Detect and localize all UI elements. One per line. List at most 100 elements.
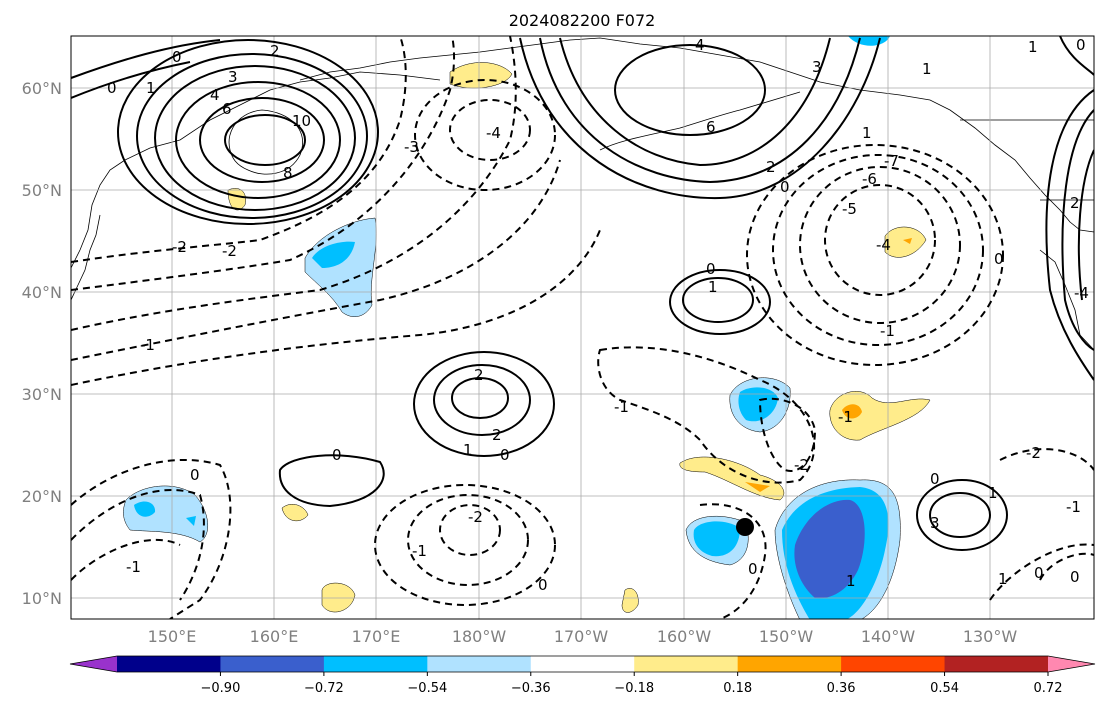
- contour-label: -7: [884, 152, 899, 170]
- contour-label: 2: [1070, 194, 1080, 212]
- contour-label: 10: [292, 112, 311, 130]
- contour-label: 1: [1028, 38, 1038, 56]
- map-frame: [70, 35, 1095, 620]
- contour-label: 0: [748, 560, 758, 578]
- contour-label: -2: [222, 242, 237, 260]
- colorbar-segment: [427, 656, 532, 672]
- negative-contours: [71, 36, 1094, 619]
- lat-label: 50°N: [22, 181, 62, 200]
- contour-label: 0: [538, 576, 548, 594]
- lon-label: 130°W: [963, 627, 1018, 646]
- latitude-labels: 60°N 50°N 40°N 30°N 20°N 10°N: [22, 79, 62, 608]
- colorbar-segment: [323, 656, 428, 672]
- lon-label: 170°W: [554, 627, 609, 646]
- contour-label: 3: [228, 68, 238, 86]
- contour-label: -4: [1074, 284, 1089, 302]
- lon-label: 150°W: [759, 627, 814, 646]
- contour-label: -4: [876, 236, 891, 254]
- contour-label: 6: [706, 118, 716, 136]
- contour-label: 0: [706, 260, 716, 278]
- lon-label: 140°W: [861, 627, 916, 646]
- shaded-anomalies: [123, 36, 931, 619]
- contour-label: 2: [492, 426, 502, 444]
- contour-label: 1: [708, 278, 718, 296]
- colorbar-tick-label: −0.36: [511, 681, 551, 696]
- contour-label: 6: [222, 100, 232, 118]
- contour-label: 0: [172, 48, 182, 66]
- colorbar-segment: [944, 656, 1049, 672]
- contour-label: -2: [794, 456, 809, 474]
- contour-label: 0: [1034, 564, 1044, 582]
- map-title: 2024082200 F072: [509, 11, 656, 30]
- lon-label: 180°W: [452, 627, 507, 646]
- lat-label: 30°N: [22, 385, 62, 404]
- contour-label: 0: [500, 446, 510, 464]
- lat-label: 20°N: [22, 487, 62, 506]
- contour-labels: 2 3 4 6 8 10 1 0 0 -1 -2 -2 -3 -4 4 6 3 …: [107, 36, 1089, 594]
- colorbar-tick-label: 0.54: [930, 681, 959, 696]
- contour-label: -5: [842, 200, 857, 218]
- contour-label: 1: [998, 570, 1008, 588]
- colorbar-tick-label: −0.54: [407, 681, 447, 696]
- location-marker: [736, 518, 754, 536]
- map-panel: 2 3 4 6 8 10 1 0 0 -1 -2 -2 -3 -4 4 6 3 …: [70, 35, 1095, 620]
- contour-label: 1: [146, 79, 156, 97]
- colorbar-tick-label: −0.72: [304, 681, 344, 696]
- contour-label: -4: [486, 124, 501, 142]
- contour-label: 0: [107, 79, 117, 97]
- contour-label: 0: [994, 250, 1004, 268]
- colorbar-segment: [634, 656, 739, 672]
- colorbar: −0.90 −0.72 −0.54 −0.36 −0.18 0.18 0.36 0.54 0.7…: [69, 655, 1096, 696]
- contour-label: 4: [210, 86, 220, 104]
- contour-label: -2: [468, 508, 483, 526]
- colorbar-segment: [737, 656, 842, 672]
- contour-label: -1: [412, 542, 427, 560]
- contour-label: 0: [930, 470, 940, 488]
- contour-label: -1: [140, 336, 155, 354]
- contour-label: 2: [474, 366, 484, 384]
- contour-label: 1: [988, 484, 998, 502]
- longitude-labels: 150°E 160°E 170°E 180°W 170°W 160°W 150°…: [148, 627, 1018, 646]
- contour-label: 4: [695, 36, 705, 54]
- lat-label: 60°N: [22, 79, 62, 98]
- contour-label: -1: [614, 398, 629, 416]
- lon-label: 160°E: [250, 627, 299, 646]
- coastlines: [71, 37, 1094, 351]
- contour-label: 2: [270, 42, 280, 60]
- contour-label: 0: [190, 466, 200, 484]
- colorbar-max-extend: [1048, 656, 1095, 672]
- colorbar-segment: [841, 656, 946, 672]
- colorbar-segment: [117, 656, 221, 672]
- colorbar-tick-label: 0.72: [1034, 681, 1063, 696]
- contour-label: -1: [126, 558, 141, 576]
- colorbar-tick-label: −0.90: [201, 681, 241, 696]
- contour-label: 8: [283, 164, 293, 182]
- contour-label: 3: [930, 514, 940, 532]
- contour-label: -1: [1066, 498, 1081, 516]
- colorbar-tick-label: −0.18: [614, 681, 654, 696]
- contour-label: -6: [862, 170, 877, 188]
- colorbar-segment: [530, 656, 635, 672]
- contour-label: 1: [463, 441, 473, 459]
- contour-label: -2: [1026, 444, 1041, 462]
- contour-label: 1: [862, 124, 872, 142]
- positive-contours: [71, 36, 1094, 551]
- colorbar-tick-label: 0.36: [827, 681, 856, 696]
- lon-label: 150°E: [148, 627, 197, 646]
- contour-label: 0: [1070, 568, 1080, 586]
- map-background: [71, 36, 1094, 619]
- contour-label: -1: [880, 322, 895, 340]
- colorbar-tick-label: 0.18: [723, 681, 752, 696]
- contour-label: 0: [780, 178, 790, 196]
- contour-label: -1: [838, 408, 853, 426]
- contour-label: 2: [766, 158, 776, 176]
- contour-label: 0: [332, 446, 342, 464]
- colorbar-min-extend: [70, 656, 117, 672]
- contour-label: 1: [922, 60, 932, 78]
- lon-label: 170°E: [352, 627, 401, 646]
- contour-label: 3: [812, 58, 822, 76]
- colorbar-segment: [220, 656, 325, 672]
- lon-label: 160°W: [657, 627, 712, 646]
- grid-lines: [71, 36, 1094, 619]
